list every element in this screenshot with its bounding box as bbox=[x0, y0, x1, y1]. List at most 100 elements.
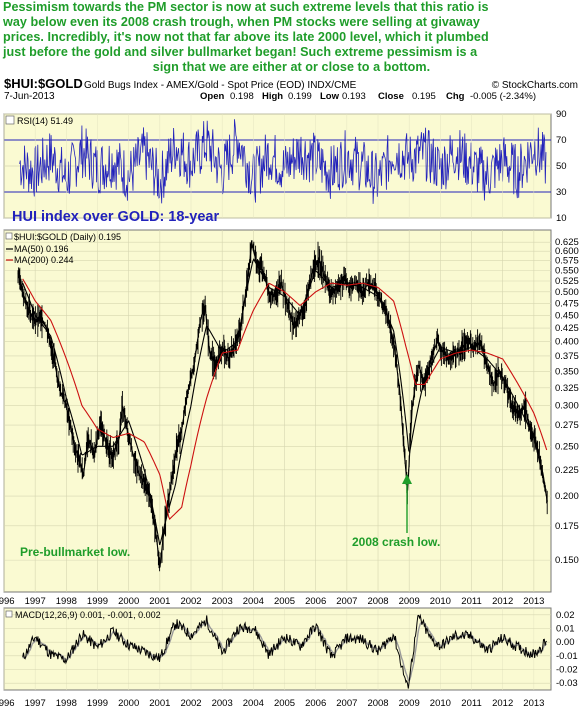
rsi-tick-label: 30 bbox=[556, 187, 567, 198]
price-legend-text: $HUI:$GOLD (Daily) 0.195 bbox=[14, 232, 121, 242]
commentary-line: sign that we are either at or close to a… bbox=[152, 60, 431, 74]
x-tick-label: 2004 bbox=[243, 698, 264, 709]
x-tick-label: 2004 bbox=[243, 596, 264, 607]
legend-box bbox=[5, 232, 13, 240]
ohlc-readout: Open 0.198 High 0.199 Low 0.193 Close 0.… bbox=[200, 91, 536, 102]
chart-description: Gold Bugs Index - AMEX/Gold - Spot Price… bbox=[84, 80, 357, 91]
price-tick-label: 0.425 bbox=[555, 323, 579, 334]
ma50-legend-text: MA(50) 0.196 bbox=[14, 244, 69, 254]
price-tick-label: 0.525 bbox=[555, 276, 579, 287]
macd-tick-label: 0.02 bbox=[556, 610, 575, 621]
x-tick-label: 2002 bbox=[180, 596, 201, 607]
x-tick-label: 2011 bbox=[461, 596, 481, 607]
x-tick-label: 2007 bbox=[336, 596, 357, 607]
low-value: 0.193 bbox=[342, 91, 366, 102]
close-label: Close bbox=[378, 91, 404, 102]
x-tick-label: 2012 bbox=[492, 698, 513, 709]
open-value: 0.198 bbox=[230, 91, 254, 102]
commentary-line: prices. Incredibly, it's now not that fa… bbox=[3, 30, 489, 44]
price-tick-label: 0.150 bbox=[555, 555, 579, 566]
x-tick-label: 2010 bbox=[430, 596, 451, 607]
pre-bull-annotation: Pre-bullmarket low. bbox=[20, 545, 130, 559]
x-tick-label: 2013 bbox=[523, 698, 544, 709]
x-tick-label: 2009 bbox=[399, 698, 420, 709]
crash-arrow bbox=[402, 474, 412, 533]
price-tick-label: 0.550 bbox=[555, 266, 579, 277]
price-tick-label: 0.175 bbox=[555, 521, 579, 532]
price-tick-label: 0.375 bbox=[555, 351, 579, 362]
price-chart: 0.6250.6000.5750.5500.5250.5000.4750.450… bbox=[0, 230, 579, 709]
x-tick-label: 2000 bbox=[118, 698, 139, 709]
x-tick-label: 1999 bbox=[87, 596, 108, 607]
rsi-tick-label: 90 bbox=[556, 109, 567, 120]
x-tick-label: 1999 bbox=[87, 698, 108, 709]
chg-value: -0.005 (-2.34%) bbox=[470, 91, 536, 102]
x-tick-label: 2001 bbox=[149, 596, 170, 607]
macd-legend: MACD(12,26,9) 0.001, -0.001, 0.002 bbox=[5, 610, 161, 620]
price-tick-label: 0.575 bbox=[555, 256, 579, 267]
price-tick-label: 0.300 bbox=[555, 401, 579, 412]
x-tick-label: 1996 bbox=[0, 596, 15, 607]
chart-title-annotation: HUI index over GOLD: 18-year bbox=[12, 209, 219, 225]
chart-date: 7-Jun-2013 bbox=[4, 91, 55, 102]
x-tick-label: 2007 bbox=[336, 698, 357, 709]
x-tick-label: 2010 bbox=[430, 698, 451, 709]
price-tick-label: 0.500 bbox=[555, 287, 579, 298]
price-legend: $HUI:$GOLD (Daily) 0.195 MA(50) 0.196 MA… bbox=[5, 232, 121, 265]
ma200-line bbox=[22, 278, 548, 520]
rsi-legend-text: RSI(14) 51.49 bbox=[17, 116, 73, 126]
x-tick-label: 1996 bbox=[0, 698, 15, 709]
commentary-line: just before the gold and silver bullmark… bbox=[3, 45, 478, 59]
rsi-line bbox=[19, 119, 547, 204]
price-tick-label: 0.450 bbox=[555, 310, 579, 321]
x-tick-label: 1997 bbox=[25, 698, 46, 709]
macd-tick-label: -0.01 bbox=[556, 651, 578, 662]
x-tick-label: 2012 bbox=[492, 596, 513, 607]
x-tick-label: 1997 bbox=[25, 596, 46, 607]
x-tick-label: 2005 bbox=[274, 596, 295, 607]
x-tick-label: 2006 bbox=[305, 698, 326, 709]
rsi-chart: 90 70 50 30 10 bbox=[3, 109, 567, 224]
price-tick-label: 0.400 bbox=[555, 337, 579, 348]
price-tick-label: 0.600 bbox=[555, 246, 579, 257]
rsi-tick-label: 10 bbox=[556, 213, 567, 224]
crash-annotation: 2008 crash low. bbox=[352, 535, 440, 549]
ma50-line bbox=[22, 258, 548, 546]
ma200-legend-text: MA(200) 0.244 bbox=[14, 255, 74, 265]
chart-source: © StockCharts.com bbox=[492, 80, 578, 91]
x-tick-label: 2011 bbox=[461, 698, 481, 709]
open-label: Open bbox=[200, 91, 224, 102]
x-tick-label: 1998 bbox=[56, 596, 77, 607]
commentary: Pessimism towards the PM sector is now a… bbox=[3, 0, 580, 75]
rsi-tick-label: 50 bbox=[556, 161, 567, 172]
x-tick-label: 2002 bbox=[180, 698, 201, 709]
x-tick-label: 1998 bbox=[56, 698, 77, 709]
price-tick-label: 0.275 bbox=[555, 420, 579, 431]
x-tick-label: 2009 bbox=[399, 596, 420, 607]
macd-tick-label: 0.00 bbox=[556, 637, 575, 648]
macd-tick-label: -0.02 bbox=[556, 665, 578, 676]
x-tick-label: 2005 bbox=[274, 698, 295, 709]
chg-label: Chg bbox=[446, 91, 465, 102]
chart-symbol: $HUI:$GOLD bbox=[4, 76, 83, 91]
macd-line bbox=[22, 613, 547, 689]
close-value: 0.195 bbox=[412, 91, 436, 102]
price-tick-label: 0.475 bbox=[555, 298, 579, 309]
price-tick-label: 0.325 bbox=[555, 383, 579, 394]
commentary-line: way below even its 2008 crash trough, wh… bbox=[3, 15, 480, 29]
x-tick-label: 2003 bbox=[212, 596, 233, 607]
x-tick-label: 2008 bbox=[367, 596, 388, 607]
x-tick-label: 2013 bbox=[523, 596, 544, 607]
high-label: High bbox=[262, 91, 283, 102]
high-value: 0.199 bbox=[288, 91, 312, 102]
x-tick-label: 2001 bbox=[149, 698, 170, 709]
legend-box bbox=[5, 115, 15, 125]
crash-arrow-head bbox=[402, 474, 412, 484]
price-tick-label: 0.250 bbox=[555, 441, 579, 452]
price-tick-label: 0.350 bbox=[555, 366, 579, 377]
x-tick-label: 2003 bbox=[212, 698, 233, 709]
macd-legend-text: MACD(12,26,9) 0.001, -0.001, 0.002 bbox=[15, 610, 161, 620]
x-tick-label: 2000 bbox=[118, 596, 139, 607]
commentary-line: Pessimism towards the PM sector is now a… bbox=[3, 0, 489, 14]
